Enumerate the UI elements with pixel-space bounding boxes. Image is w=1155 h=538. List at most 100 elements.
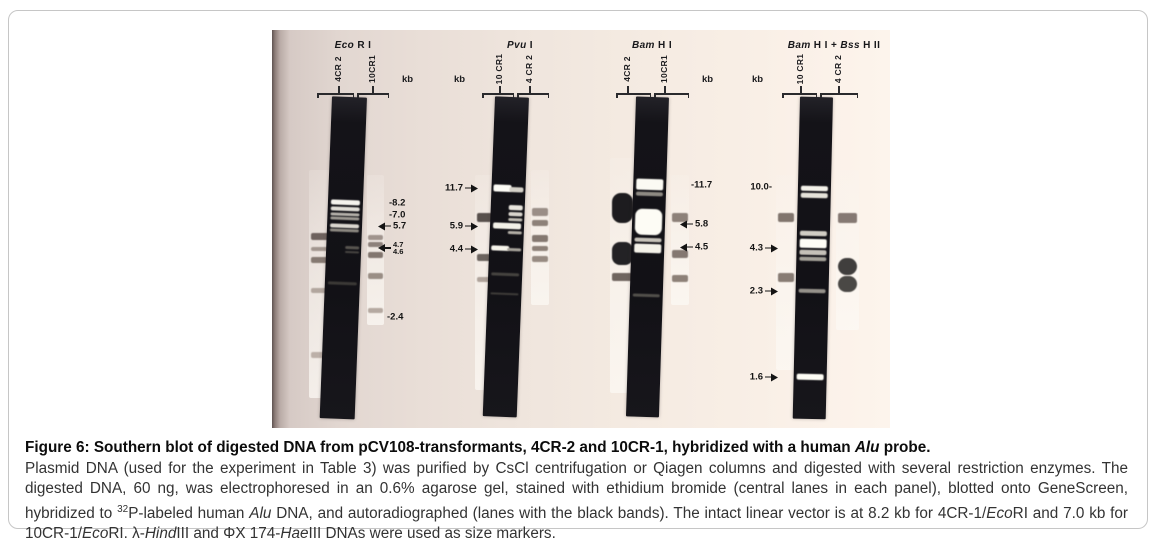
gel-band [368, 242, 383, 247]
caption-segment: P-labeled human [128, 504, 250, 522]
enzyme-title-ecori: Eco R I [335, 40, 372, 51]
caption-segment: Figure 6: Southern blot of digested DNA … [25, 439, 855, 456]
arrow-head [771, 373, 778, 381]
lane-bracket [616, 93, 651, 98]
gel-band [798, 256, 827, 262]
gel-band [509, 204, 523, 211]
gel-band [368, 273, 383, 279]
gel-band [532, 220, 548, 226]
lane-label-text: 4CR 2 [622, 56, 632, 82]
enzyme-title-segment: H I [654, 40, 673, 51]
size-marker: 2.3 [728, 286, 778, 297]
gel-band [777, 213, 795, 222]
gel-band [492, 222, 522, 230]
arrow-right-icon [765, 287, 778, 296]
gel-band [368, 235, 383, 240]
kb-unit-label: kb [752, 74, 764, 85]
gel-band [837, 213, 858, 223]
size-marker-value: 5.7 [393, 220, 407, 232]
kb-unit-label: kb [702, 74, 714, 85]
arrow-right-icon [465, 222, 478, 231]
arrow-head [771, 244, 778, 252]
arrow-head [471, 184, 478, 192]
gel-band [490, 292, 519, 296]
size-marker: 4.7 4.6 [378, 241, 424, 255]
lane-bracket [482, 93, 514, 98]
caption-segment: Hae [280, 525, 309, 538]
lane-bracket [357, 93, 389, 98]
gel-lane [367, 175, 384, 325]
blot-photo: Eco R I kb 4CR 2 10CR1 -8.2 -7.0 5.7 4.7 4.6 -2.4… [272, 30, 890, 428]
gel-band [532, 256, 548, 262]
gel-band [799, 249, 827, 256]
lane-bracket [820, 93, 858, 98]
gel-band [796, 373, 825, 381]
gel-band [532, 246, 548, 251]
figure-caption-body: Plasmid DNA (used for the experiment in … [25, 459, 1128, 538]
lane-label: 10 CR1 [793, 52, 807, 93]
gel-band [490, 272, 520, 277]
gel-band [634, 208, 663, 236]
gel-band [799, 238, 828, 249]
caption-segment: III DNAs were used as size markers. [308, 525, 556, 538]
size-marker: 4.3 [728, 243, 778, 254]
autoradiograph-lane [319, 96, 367, 420]
size-marker-value: 10.0- [750, 181, 772, 193]
enzyme-title-segment: Pvu [507, 40, 527, 51]
lane-label-text: 4CR 2 [333, 56, 343, 82]
gel-band [345, 245, 360, 250]
size-marker-value: 11.7 [445, 182, 463, 194]
arrow-left-icon [378, 244, 391, 253]
size-marker-value: 5.8 [695, 218, 709, 230]
caption-segment: Eco [81, 525, 109, 538]
gel-band [310, 247, 330, 251]
gel-lane [531, 170, 549, 305]
gel-band [635, 191, 664, 197]
autoradiograph-lane [792, 96, 833, 420]
gel-band [672, 213, 688, 222]
size-marker-value: -2.4 [387, 311, 404, 323]
gel-band [509, 186, 524, 193]
size-marker: 5.9 [430, 221, 478, 232]
gel-lane [836, 170, 859, 330]
autoradiograph-lane [482, 96, 529, 418]
gel-band [800, 185, 829, 192]
arrow-head [471, 222, 478, 230]
gel-band [508, 211, 523, 217]
gel-band [635, 178, 664, 191]
gel-band [672, 250, 688, 258]
caption-segment: RI and 7.0 kb for 10CR-1/ [25, 504, 1129, 538]
gel-band [476, 277, 493, 282]
enzyme-title-segment: I [526, 40, 533, 51]
arrow-shaft [686, 246, 693, 248]
lane-label-text: 4 CR 2 [833, 54, 843, 84]
size-marker-value: 4.5 [695, 241, 709, 253]
size-marker-value: 5.9 [449, 220, 463, 232]
size-marker: -8.2 [378, 198, 424, 209]
caption-segment: Alu [854, 439, 880, 456]
enzyme-title-segment: Bam [787, 40, 811, 51]
gel-band [310, 352, 330, 358]
arrow-right-icon [765, 244, 778, 253]
size-marker-value: 4.6 [393, 247, 404, 256]
lane-label-text: 10 CR1 [795, 53, 805, 85]
enzyme-title-pvui: Pvu I [507, 40, 533, 51]
gel-band [777, 273, 795, 282]
size-marker: 5.7 [378, 221, 424, 232]
arrow-shaft [765, 290, 772, 292]
caption-segment: Hind [144, 525, 177, 538]
figure-caption-title: Figure 6: Southern blot of digested DNA … [25, 438, 1128, 459]
gel-band [330, 199, 361, 206]
kb-unit-label: kb [454, 74, 466, 85]
lane-bracket [517, 93, 549, 98]
gel-band [329, 228, 360, 233]
size-marker-stack: 4.7 4.6 [393, 241, 404, 256]
gel-band [532, 208, 548, 216]
size-marker-value: 2.3 [749, 285, 763, 297]
gel-band [310, 257, 330, 263]
size-marker: -7.0 [378, 210, 424, 221]
arrow-left-icon [680, 243, 693, 252]
gel-band [612, 193, 633, 223]
caption-segment: III and ΦX 174- [176, 525, 281, 538]
kb-unit-label: kb [402, 74, 414, 85]
